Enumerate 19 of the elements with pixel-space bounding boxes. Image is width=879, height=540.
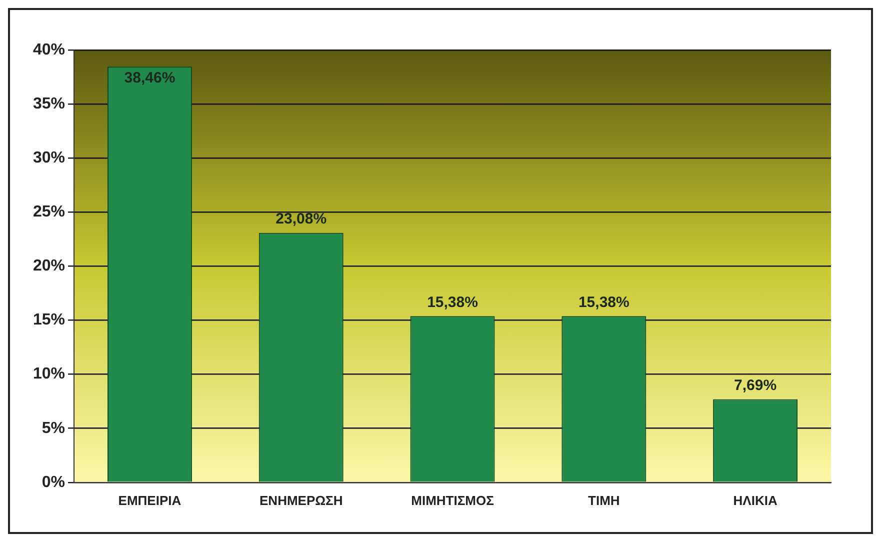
data-label: 15,38% bbox=[427, 294, 478, 311]
y-tick-label: 5% bbox=[42, 420, 66, 437]
x-tick-label: ΗΛΙΚΙΑ bbox=[733, 492, 778, 508]
x-tick-label: ΕΝΗΜΕΡΩΣΗ bbox=[260, 492, 343, 508]
y-tick-label: 10% bbox=[32, 366, 66, 383]
data-label: 38,46% bbox=[124, 69, 176, 86]
y-tick-label: 15% bbox=[32, 312, 66, 329]
y-tick-label: 0% bbox=[42, 474, 66, 491]
y-tick-label: 20% bbox=[32, 258, 66, 275]
data-label: 7,69% bbox=[734, 376, 777, 394]
y-tick-label: 35% bbox=[32, 95, 66, 112]
y-tick-label: 25% bbox=[32, 204, 66, 221]
x-tick-label: ΤΙΜΗ bbox=[588, 492, 620, 508]
y-tick-label: 40% bbox=[32, 41, 66, 58]
data-label: 23,08% bbox=[276, 210, 327, 228]
x-tick-label: ΕΜΠΕΙΡΙΑ bbox=[118, 492, 182, 508]
data-label: 15,38% bbox=[578, 294, 630, 311]
x-tick-label: ΜΙΜΗΤΙΣΜΟΣ bbox=[411, 492, 494, 508]
y-tick-label: 30% bbox=[32, 150, 66, 167]
